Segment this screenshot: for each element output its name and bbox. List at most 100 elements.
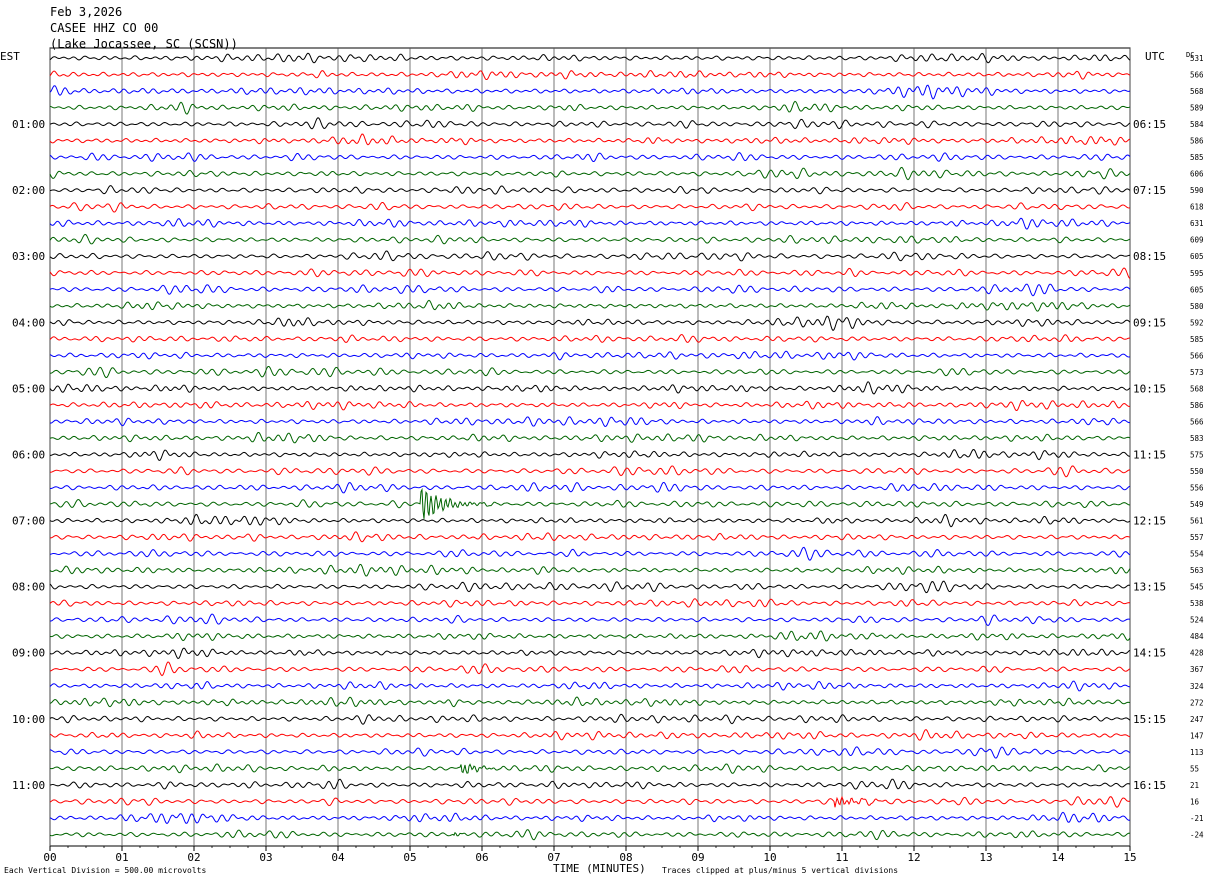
- dc-offset-label: 428: [1190, 649, 1204, 658]
- est-hour-label: 10:00: [12, 713, 45, 726]
- trace-line: [49, 680, 1131, 692]
- dc-offset-label: -24: [1190, 830, 1204, 839]
- utc-hour-label: 13:15: [1133, 581, 1166, 594]
- dc-offset-label: 557: [1190, 533, 1204, 542]
- dc-offset-label: 484: [1190, 632, 1204, 641]
- trace-line: [49, 481, 1131, 494]
- dc-offset-label: 605: [1190, 252, 1204, 261]
- dc-offset-label: 592: [1190, 318, 1204, 327]
- dc-offset-label: 147: [1190, 731, 1204, 740]
- utc-hour-label: 14:15: [1133, 647, 1166, 660]
- utc-hour-label: 10:15: [1133, 382, 1166, 395]
- trace-line: [49, 334, 1131, 344]
- dc-offset-label: 538: [1190, 599, 1204, 608]
- x-tick-label: 06: [475, 851, 488, 864]
- dc-offset-label: 583: [1190, 434, 1204, 443]
- dc-offset-label: 524: [1190, 616, 1204, 625]
- trace-line: [49, 400, 1131, 412]
- dc-label: DC: [1186, 51, 1194, 59]
- trace-line: [49, 598, 1131, 608]
- trace-line: [49, 778, 1131, 790]
- trace-line: [49, 613, 1131, 627]
- utc-hour-label: 15:15: [1133, 713, 1166, 726]
- trace-line: [49, 201, 1131, 213]
- scale-note: Each Vertical Division = 500.00 microvol…: [4, 866, 207, 875]
- x-tick-label: 14: [1051, 851, 1065, 864]
- x-tick-label: 04: [331, 851, 345, 864]
- dc-offset-label: 595: [1190, 269, 1204, 278]
- est-hour-label: 06:00: [12, 448, 45, 461]
- labels: 00 01 02 03 04 05 06 07 08 09 10 11 12 13 14 15 EST UTC DC…: [0, 50, 1204, 864]
- est-hour-label: 01:00: [12, 118, 45, 131]
- plot-frame: [49, 47, 1131, 847]
- dc-offset-label: 367: [1190, 665, 1204, 674]
- dc-offset-label: 55: [1190, 764, 1199, 773]
- x-tick-label: 08: [619, 851, 632, 864]
- x-axis-title: TIME (MINUTES): [553, 862, 646, 875]
- trace-line: [49, 829, 1131, 841]
- est-hour-label: 03:00: [12, 250, 45, 263]
- est-hour-label: 02:00: [12, 184, 45, 197]
- trace-line: [49, 661, 1131, 677]
- dc-offset-label: 584: [1190, 120, 1204, 129]
- est-axis-label: EST: [0, 50, 20, 63]
- x-tick-label: 11: [835, 851, 848, 864]
- dc-offset-label: 272: [1190, 698, 1204, 707]
- trace-line: [49, 763, 1131, 774]
- utc-axis-label: UTC: [1145, 50, 1165, 63]
- trace-line: [49, 84, 1131, 100]
- x-tick-label: 03: [259, 851, 272, 864]
- est-hour-label: 08:00: [12, 581, 45, 594]
- dc-offset-label: 113: [1190, 748, 1204, 757]
- trace-line: [49, 531, 1131, 543]
- trace-line: [49, 416, 1131, 428]
- utc-hour-label: 07:15: [1133, 184, 1166, 197]
- x-tick-label: 01: [115, 851, 128, 864]
- dc-offset-label: 566: [1190, 351, 1204, 360]
- trace-line: [49, 546, 1131, 561]
- trace-line: [49, 152, 1131, 162]
- trace-line: [49, 465, 1131, 478]
- trace-line: [50, 449, 1131, 461]
- trace-line: [49, 513, 1131, 528]
- dc-offset-label: 605: [1190, 285, 1204, 294]
- utc-hour-label: 06:15: [1133, 118, 1166, 131]
- dc-offset-label: 568: [1190, 87, 1204, 96]
- trace-line: [49, 713, 1131, 725]
- dc-offset-label: 609: [1190, 236, 1204, 245]
- dc-offset-label: 589: [1190, 104, 1204, 113]
- trace-line: [49, 487, 1131, 519]
- trace-line: [49, 746, 1131, 759]
- trace-line: [49, 563, 1131, 577]
- traces: [49, 52, 1131, 841]
- trace-line: [49, 728, 1131, 741]
- est-hour-label: 11:00: [12, 779, 45, 792]
- dc-offset-label: 563: [1190, 566, 1204, 575]
- dc-offset-label: 568: [1190, 384, 1204, 393]
- utc-hour-label: 12:15: [1133, 515, 1166, 528]
- clip-note: Traces clipped at plus/minus 5 vertical …: [662, 866, 899, 875]
- trace-line: [49, 52, 1131, 64]
- dc-offset-label: 573: [1190, 368, 1204, 377]
- x-tick-label: 13: [979, 851, 992, 864]
- x-tick-label: 00: [43, 851, 56, 864]
- dc-offset-label: 550: [1190, 467, 1204, 476]
- trace-line: [49, 350, 1131, 361]
- dc-offset-label: 590: [1190, 186, 1204, 195]
- trace-line: [49, 432, 1131, 444]
- dc-offset-label: 16: [1190, 797, 1200, 806]
- dc-offset-label: 247: [1190, 715, 1204, 724]
- est-hour-label: 04:00: [12, 316, 45, 329]
- dc-offset-label: 545: [1190, 583, 1204, 592]
- trace-line: [49, 117, 1131, 130]
- station-label: CASEE HHZ CO 00: [50, 21, 159, 35]
- dc-offset-label: 561: [1190, 517, 1204, 526]
- date-label: Feb 3,2026: [50, 5, 123, 19]
- utc-hour-label: 09:15: [1133, 316, 1166, 329]
- trace-line: [49, 315, 1131, 332]
- trace-line: [49, 299, 1131, 312]
- dc-offset-label: 549: [1190, 500, 1204, 509]
- trace-line: [49, 217, 1131, 230]
- trace-line: [49, 250, 1131, 262]
